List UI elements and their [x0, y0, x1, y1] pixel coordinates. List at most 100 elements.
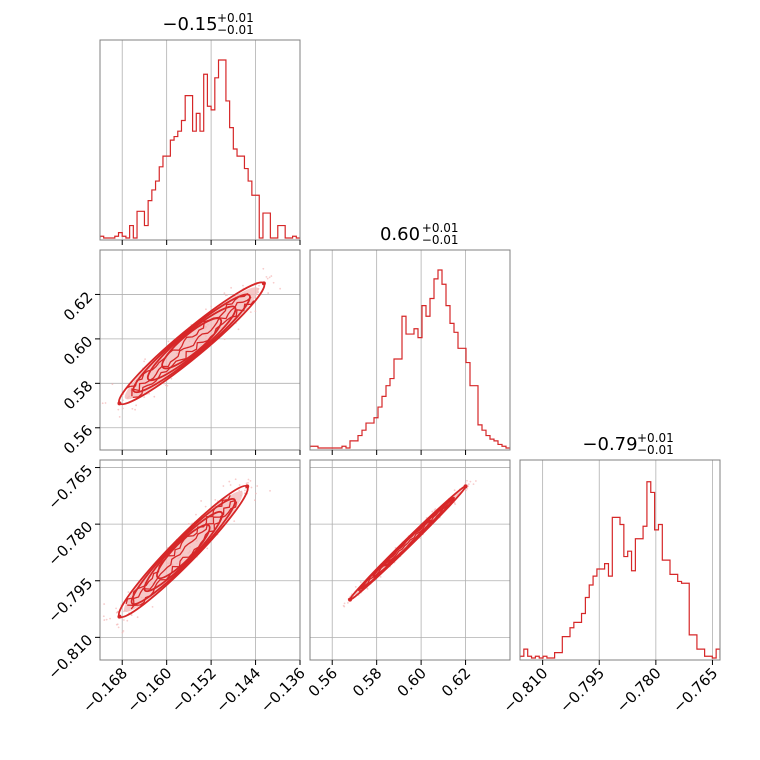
scatter-point — [122, 619, 125, 621]
x-tick-label-1: −0.160 — [124, 664, 176, 716]
y-tick-label-3: −0.795 — [44, 574, 96, 626]
scatter-point — [131, 407, 134, 410]
y-tick-label-2: 0.60 — [60, 333, 96, 369]
x-tick-label-2: 0.60 — [394, 664, 430, 700]
scatter-point — [230, 286, 233, 289]
scatter-point — [204, 505, 207, 508]
frame-pair-2 — [309, 459, 511, 661]
contour-detail — [130, 501, 238, 610]
scatter-point — [265, 276, 268, 278]
histogram-line — [100, 59, 300, 239]
scatter-point — [115, 607, 117, 610]
scatter-point — [464, 481, 467, 484]
scatter-point — [256, 485, 259, 487]
scatter-point — [238, 489, 241, 492]
scatter-point — [210, 305, 213, 308]
scatter-point — [103, 619, 106, 621]
scatter-point — [105, 618, 108, 621]
scatter-point — [121, 631, 124, 634]
contour-detail — [125, 292, 249, 390]
x-tick-label-3: −0.810 — [499, 664, 551, 716]
frame-hist-3 — [519, 459, 721, 661]
scatter-point — [103, 603, 106, 605]
scatter-point — [354, 585, 357, 588]
scatter-point — [223, 292, 226, 295]
contour-level — [143, 510, 224, 593]
y-tick-label-3: −0.780 — [44, 518, 96, 570]
histogram-line — [520, 481, 720, 659]
scatter-point — [272, 281, 275, 284]
scatter-point — [195, 513, 197, 516]
scatter-point — [237, 328, 240, 331]
scatter-point — [163, 382, 166, 385]
x-tick-label-3: −0.765 — [669, 664, 721, 716]
panel-pair-1 — [100, 460, 301, 660]
scatter-point — [244, 489, 246, 492]
scatter-point — [109, 617, 111, 620]
x-tick-label-2: 0.56 — [305, 664, 341, 700]
scatter-point — [229, 484, 232, 486]
posterior-endpoint — [348, 597, 352, 602]
scatter-point — [466, 479, 468, 482]
scatter-point — [153, 395, 156, 398]
panel-pair-2 — [310, 460, 510, 660]
scatter-point — [269, 489, 271, 492]
contour-level — [130, 497, 236, 606]
scatter-point — [223, 338, 226, 341]
contour-detail — [357, 497, 455, 592]
scatter-point — [379, 575, 382, 578]
scatter-point — [115, 623, 118, 626]
x-tick-label-2: 0.62 — [438, 664, 474, 700]
scatter-point — [214, 498, 217, 501]
x-tick-label-1: −0.136 — [257, 664, 309, 716]
scatter-point — [116, 611, 119, 614]
contour-detail — [357, 495, 454, 591]
scatter-point — [136, 616, 139, 619]
scatter-point — [247, 481, 249, 484]
title-lower-error-3: −0.01 — [637, 443, 674, 457]
posterior-endpoint — [117, 614, 122, 619]
x-tick-label-1: −0.144 — [212, 664, 264, 716]
scatter-point — [233, 520, 236, 523]
scatter-point — [143, 360, 146, 363]
scatter-point — [467, 485, 470, 488]
scatter-point — [469, 480, 472, 483]
scatter-point — [254, 310, 257, 313]
scatter-point — [343, 602, 346, 605]
scatter-point — [255, 492, 257, 495]
scatter-point — [474, 480, 477, 482]
scatter-point — [130, 614, 133, 617]
scatter-point — [111, 383, 114, 386]
scatter-point — [434, 508, 437, 510]
contour-detail — [358, 498, 456, 593]
frame-hist-1 — [99, 39, 301, 241]
scatter-point — [200, 500, 203, 502]
scatter-point — [431, 510, 434, 513]
scatter-point — [270, 275, 273, 277]
scatter-point — [267, 292, 270, 294]
scatter-point — [228, 480, 231, 483]
scatter-point — [143, 396, 146, 399]
scatter-point — [466, 487, 469, 490]
scatter-point — [250, 486, 253, 489]
scatter-point — [249, 479, 252, 482]
posterior-endpoint — [261, 281, 266, 286]
title-upper-error-1: +0.01 — [217, 11, 254, 25]
scatter-point — [262, 267, 265, 270]
title-value-1: −0.15 — [162, 14, 217, 35]
scatter-point — [117, 626, 120, 629]
panel-hist-1 — [100, 40, 301, 240]
scatter-point — [127, 591, 130, 593]
title-value-2: 0.60 — [380, 224, 420, 245]
scatter-point — [366, 587, 369, 590]
scatter-point — [243, 492, 246, 495]
scatter-point — [205, 308, 207, 311]
y-tick-label-3: −0.765 — [44, 461, 96, 513]
x-tick-label-3: −0.780 — [613, 664, 665, 716]
scatter-point — [453, 489, 456, 492]
scatter-point — [144, 358, 147, 361]
y-tick-label-2: 0.62 — [60, 288, 96, 324]
scatter-point — [454, 503, 457, 506]
scatter-point — [117, 408, 120, 411]
